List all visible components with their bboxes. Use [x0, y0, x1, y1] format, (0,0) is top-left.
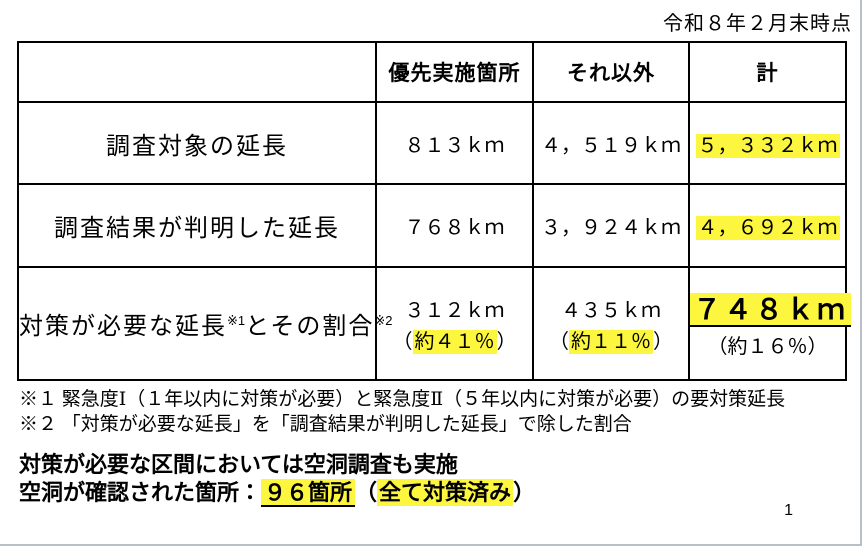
- paren-open: （: [549, 330, 569, 353]
- cell-survey-result-total: ４，６９２ｋｍ: [688, 183, 847, 268]
- footnote-2: ※２ 「対策が必要な延長」を「調査結果が判明した延長」で除した割合: [19, 414, 632, 435]
- corner-cell: [17, 41, 377, 103]
- highlighted-percent: 約４１％: [412, 329, 497, 354]
- footnote-1: ※１ 緊急度Ⅰ（１年以内に対策が必要）と緊急度Ⅱ（５年以内に対策が必要）の要対策…: [19, 389, 786, 410]
- footnotes: ※１ 緊急度Ⅰ（１年以内に対策が必要）と緊急度Ⅱ（５年以内に対策が必要）の要対策…: [19, 387, 785, 437]
- footnote-ref-1: ※1: [227, 313, 246, 328]
- row-label-survey-result: 調査結果が判明した延長: [17, 183, 377, 268]
- percent-value: 約１６％: [727, 336, 808, 358]
- summary-prefix: 空洞が確認された箇所：: [19, 480, 262, 505]
- row-label-countermeasure: 対策が必要な延長※1とその割合※2: [17, 266, 393, 381]
- cell-countermeasure-total: ７４８ｋｍ （約１６％）: [688, 266, 852, 381]
- highlighted-total-value: ４，６９２ｋｍ: [695, 216, 840, 240]
- percent-line: （約４１％）: [377, 325, 532, 354]
- table-row-countermeasure: 対策が必要な延長※1とその割合※2 ３１２ｋｍ （約４１％） ４３５ｋｍ （約１…: [17, 266, 852, 381]
- paren-close: ）: [496, 330, 517, 353]
- table-row-survey-result: 調査結果が判明した延長 ７６８ｋｍ ３，９２４ｋｍ ４，６９２ｋｍ: [17, 183, 847, 268]
- paren-open: （: [392, 330, 413, 353]
- paren-open: （: [707, 336, 728, 358]
- summary-block: 対策が必要な区間においては空洞調査も実施 空洞が確認された箇所： ９６箇所 （全て対…: [19, 451, 535, 507]
- percent-line: （約１１％）: [534, 325, 688, 354]
- cell-survey-result-priority: ７６８ｋｍ: [375, 183, 534, 268]
- paren-close: ）: [513, 480, 536, 505]
- survey-table: 優先実施箇所 それ以外 計 調査対象の延長 ８１３ｋｍ ４，５１９ｋｍ ５，３３…: [17, 41, 852, 381]
- paren-close: ）: [807, 336, 828, 358]
- value-line: ３１２ｋｍ: [404, 299, 505, 322]
- value-line: ４３５ｋｍ: [561, 299, 661, 322]
- cell-survey-result-other: ３，９２４ｋｍ: [532, 183, 690, 268]
- highlighted-cavity-count: ９６箇所: [261, 479, 356, 507]
- col-header-other: それ以外: [532, 41, 690, 103]
- table-header-row: 優先実施箇所 それ以外 計: [17, 41, 847, 103]
- cell-countermeasure-other: ４３５ｋｍ （約１１％）: [532, 266, 690, 381]
- col-header-total: 計: [688, 41, 847, 103]
- label-main: 対策が必要な延長: [19, 313, 227, 340]
- label-mid: とその割合: [245, 313, 375, 340]
- value-line: ７４８ｋｍ: [690, 288, 852, 328]
- page-number: 1: [784, 502, 793, 519]
- date-note: 令和８年２月末時点: [663, 13, 852, 35]
- highlighted-underlined-total: ７４８ｋｍ: [690, 293, 852, 327]
- table-row-survey-target: 調査対象の延長 ８１３ｋｍ ４，５１９ｋｍ ５，３３２ｋｍ: [17, 101, 847, 185]
- summary-line-2: 空洞が確認された箇所： ９６箇所 （全て対策済み）: [19, 479, 535, 507]
- footnote-ref-2: ※2: [374, 313, 393, 328]
- cell-survey-target-priority: ８１３ｋｍ: [375, 101, 534, 185]
- percent-line: （約１６％）: [690, 330, 845, 359]
- cell-countermeasure-priority: ３１２ｋｍ （約４１％）: [375, 266, 534, 381]
- highlighted-percent: 約１１％: [569, 329, 653, 354]
- row-label-survey-target: 調査対象の延長: [17, 101, 377, 185]
- paren-open: （: [355, 480, 378, 505]
- highlighted-total-value: ５，３３２ｋｍ: [695, 133, 840, 158]
- paren-close: ）: [653, 330, 673, 353]
- col-header-priority: 優先実施箇所: [375, 41, 534, 103]
- cell-survey-target-other: ４，５１９ｋｍ: [532, 101, 690, 185]
- cell-survey-target-total: ５，３３２ｋｍ: [688, 101, 847, 185]
- summary-line-1: 対策が必要な区間においては空洞調査も実施: [19, 452, 458, 477]
- highlighted-all-treated: 全て対策済み: [377, 479, 514, 506]
